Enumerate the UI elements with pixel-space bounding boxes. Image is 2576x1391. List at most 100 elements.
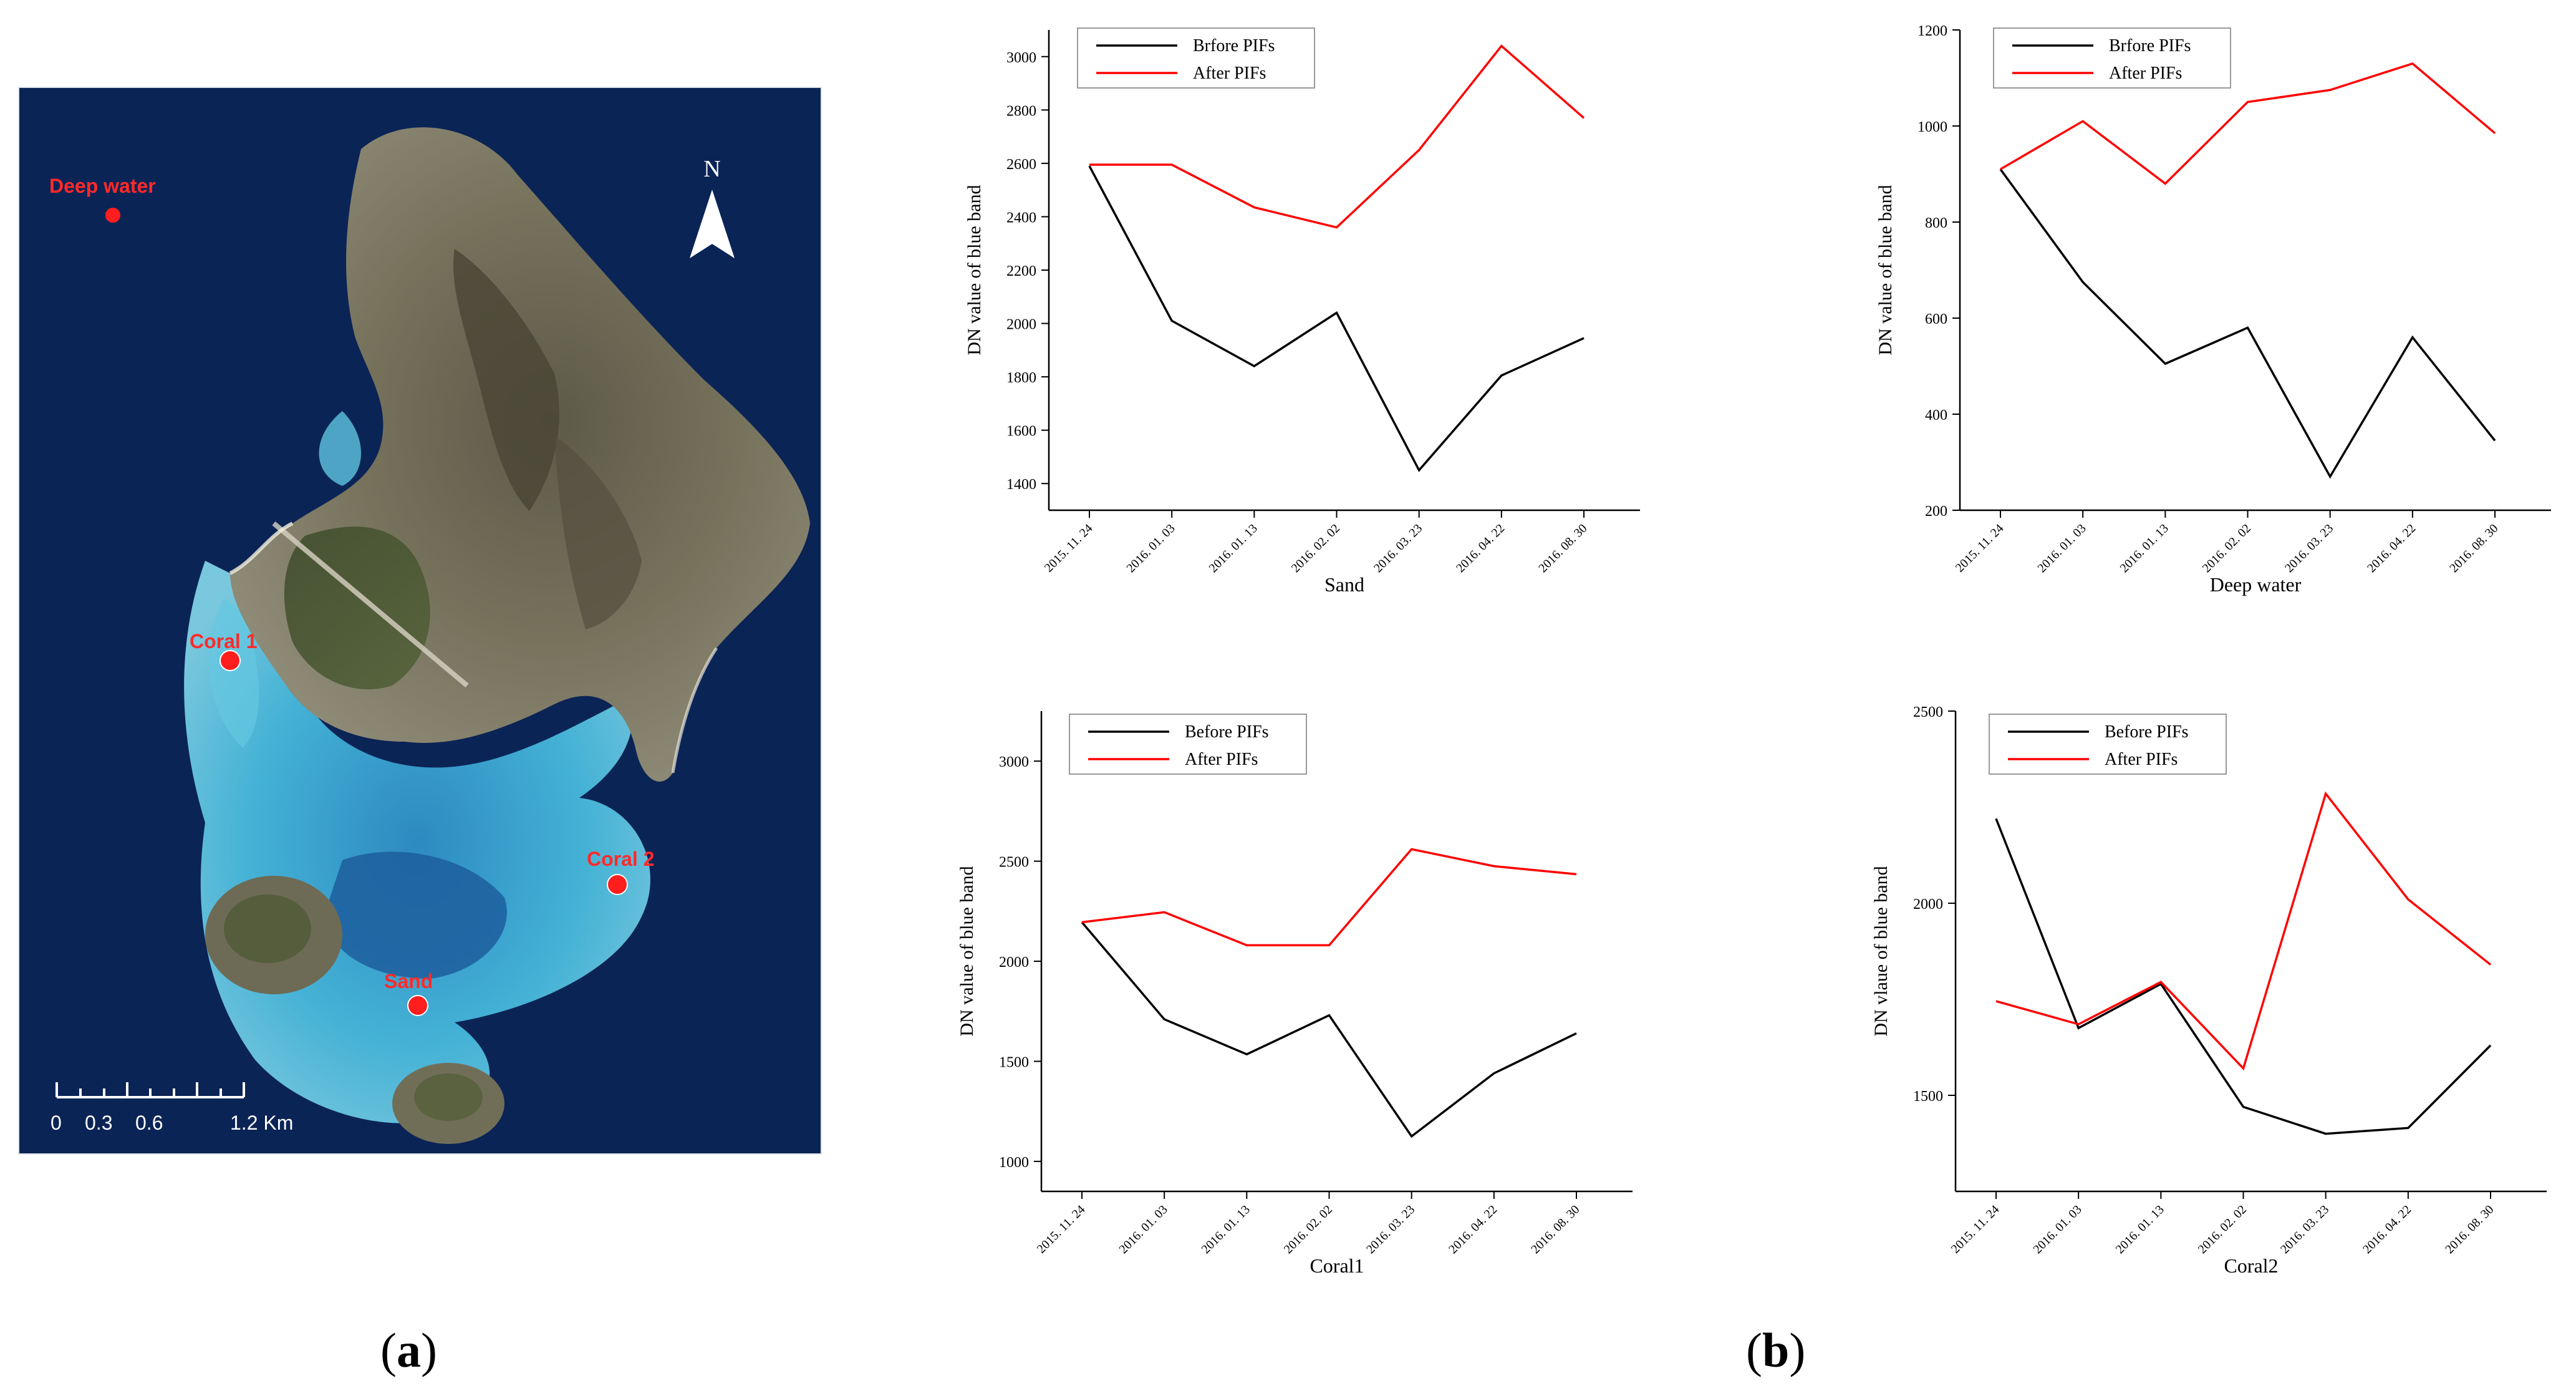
y-tick-label: 1200	[1918, 23, 1947, 39]
chart-deep-water: 200 400 600 800 1000 1200 2015. 11. 24 2016. 01…	[1875, 23, 2551, 596]
legend-label: Brfore PIFs	[2109, 36, 2191, 56]
x-tick-label: 2016. 04. 22	[1446, 1203, 1500, 1256]
site-coral-2: Coral 2	[587, 848, 654, 895]
site-label-coral-2: Coral 2	[587, 848, 654, 870]
y-tick-label: 1800	[1006, 370, 1036, 386]
north-arrow: N	[690, 156, 735, 258]
x-tick-label: 2015. 11. 24	[1035, 1203, 1088, 1256]
panel-label-b: (b)	[1746, 1323, 1806, 1377]
series-line-after	[1081, 848, 1577, 947]
legend-box	[1993, 27, 2231, 89]
x-tick-label: 2016. 04. 22	[2365, 521, 2418, 575]
legend-label: After PIFs	[2109, 64, 2182, 83]
legend: Before PIFs After PIFs	[1989, 714, 2227, 775]
legend-box	[1077, 27, 1315, 89]
x-tick-label: 2016. 01. 03	[1116, 1203, 1170, 1256]
site-label-deep-water: Deep water	[49, 175, 156, 197]
y-axis-label: DN value of blue band	[1875, 185, 1896, 355]
legend: Before PIFs After PIFs	[1069, 714, 1307, 775]
scale-tick-0-3: 0.3	[85, 1112, 112, 1134]
site-label-sand: Sand	[384, 970, 433, 992]
y-tick-label: 1000	[1918, 119, 1947, 135]
y-tick-label: 3000	[999, 754, 1029, 770]
y-tick-label: 2200	[1006, 263, 1036, 279]
x-tick-label: 2016. 03. 23	[2282, 521, 2336, 575]
y-tick-label: 200	[1925, 503, 1947, 520]
x-tick-label: 2015. 11. 24	[1949, 1203, 2002, 1256]
series-line-before	[1088, 165, 1585, 472]
series-line-after	[1995, 791, 2492, 1071]
series-line-before	[1081, 921, 1577, 1138]
x-tick-label: 2016. 08. 30	[1528, 1203, 1582, 1256]
site-coral-1: Coral 1	[190, 630, 257, 671]
x-axis-label: Coral1	[1310, 1254, 1364, 1277]
legend-label: Before PIFs	[2105, 722, 2189, 742]
x-tick-label: 2016. 01. 03	[2035, 521, 2088, 575]
x-tick-label: 2016. 01. 03	[2030, 1203, 2084, 1256]
legend-label: After PIFs	[1185, 750, 1258, 769]
y-tick-label: 3000	[1006, 50, 1036, 66]
x-axis-label: Coral2	[2224, 1254, 2278, 1277]
x-tick-label: 2016. 01. 03	[1124, 521, 1177, 575]
series-line-before	[1999, 168, 2496, 479]
x-axis-label: Sand	[1324, 573, 1364, 596]
x-tick-label: 2015. 11. 24	[1953, 521, 2007, 575]
y-tick-label: 600	[1925, 311, 1947, 327]
y-tick-label: 1400	[1006, 477, 1036, 493]
legend: Brfore PIFs After PIFs	[1077, 27, 1315, 89]
x-axis-label: Deep water	[2210, 573, 2302, 596]
y-tick-label: 2400	[1006, 210, 1036, 226]
x-tick-label: 2015. 11. 24	[1042, 521, 1096, 575]
site-sand: Sand	[384, 970, 433, 1016]
x-tick-label: 2016. 08. 30	[1536, 521, 1589, 575]
y-tick-label: 2000	[999, 954, 1029, 971]
scale-tick-1-2: 1.2 Km	[230, 1112, 293, 1134]
y-axis-label: DN vlaue of blue band	[1871, 866, 1891, 1036]
x-tick-label: 2016. 03. 23	[2278, 1203, 2332, 1256]
x-tick-label: 2016. 02. 02	[1289, 521, 1343, 575]
x-tick-label: 2016. 08. 30	[2447, 521, 2501, 575]
legend-box	[1989, 714, 2227, 775]
x-tick-label: 2016. 03. 23	[1371, 521, 1425, 575]
y-tick-label: 2000	[1006, 317, 1036, 333]
legend-label: After PIFs	[2105, 750, 2178, 769]
y-tick-label: 2500	[999, 855, 1029, 871]
x-tick-label: 2016. 02. 02	[2196, 1203, 2249, 1256]
y-tick-label: 2600	[1006, 157, 1036, 173]
site-label-coral-1: Coral 1	[190, 630, 257, 652]
y-tick-label: 400	[1925, 407, 1947, 424]
x-tick-label: 2016. 03. 23	[1364, 1203, 1417, 1256]
chart-coral2: 1500 2000 2500 2015. 11. 24 2016. 01. 03 2016…	[1871, 704, 2547, 1277]
legend-label: Brfore PIFs	[1193, 36, 1275, 56]
y-tick-label: 1600	[1006, 424, 1036, 440]
series-line-before	[1995, 818, 2492, 1135]
x-tick-label: 2016. 01. 13	[2113, 1203, 2167, 1256]
x-tick-label: 2016. 01. 13	[1199, 1203, 1253, 1256]
panel-label-a: (a)	[380, 1323, 437, 1377]
y-tick-label: 1500	[999, 1054, 1029, 1070]
y-tick-label: 2000	[1913, 896, 1943, 913]
x-tick-label: 2016. 02. 02	[1281, 1203, 1335, 1256]
north-label: N	[703, 156, 720, 182]
site-deep-water: Deep water	[49, 175, 156, 223]
y-tick-label: 2800	[1006, 103, 1036, 119]
x-tick-label: 2016. 04. 22	[2360, 1203, 2414, 1256]
legend-label: Before PIFs	[1185, 722, 1269, 742]
scale-tick-0: 0	[51, 1112, 62, 1134]
y-axis-label: DN value of blue band	[957, 866, 977, 1036]
satellite-map: N Deep water Coral 1 Coral 2 Sand 0 0.3 …	[18, 87, 822, 1155]
y-axis-label: DN value of blue band	[964, 185, 985, 355]
scale-tick-0-6: 0.6	[135, 1112, 163, 1134]
x-tick-label: 2016. 08. 30	[2443, 1203, 2496, 1256]
legend-box	[1069, 714, 1307, 775]
y-tick-label: 1000	[999, 1155, 1029, 1171]
legend-label: After PIFs	[1193, 64, 1266, 83]
x-tick-label: 2016. 02. 02	[2200, 521, 2254, 575]
legend: Brfore PIFs After PIFs	[1993, 27, 2231, 89]
y-tick-label: 800	[1925, 215, 1947, 231]
chart-sand: 1400 1600 1800 2000 2200 2400 2600 2800 3000 2015…	[964, 27, 1640, 596]
y-tick-label: 2500	[1913, 704, 1943, 720]
chart-coral1: 1000 1500 2000 2500 3000 2015. 11. 24 2016. 01…	[957, 711, 1633, 1277]
y-tick-label: 1500	[1913, 1088, 1943, 1105]
